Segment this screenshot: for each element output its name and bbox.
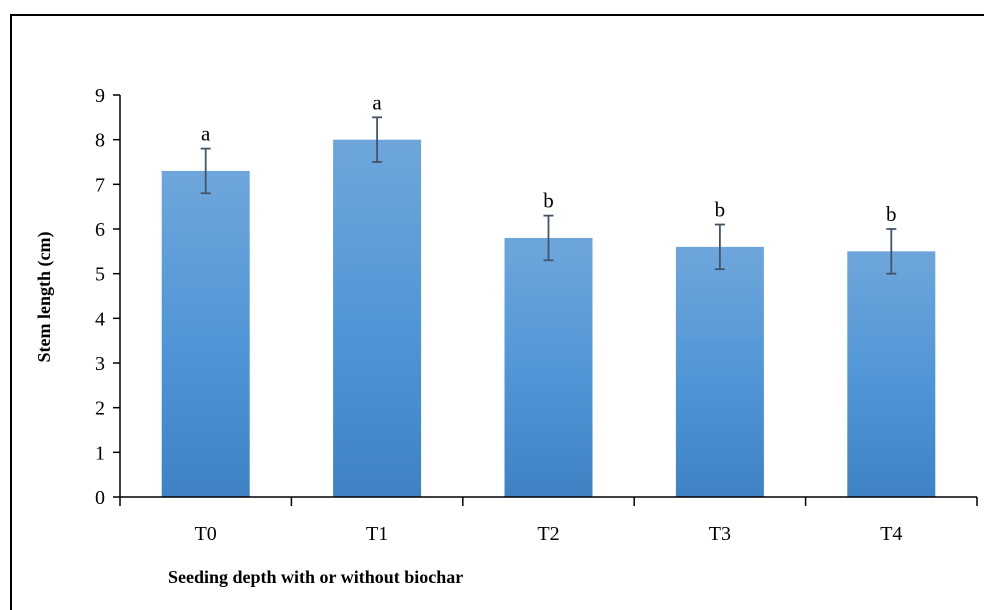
y-tick-label-5: 5 xyxy=(95,264,105,286)
error-bar-t4 xyxy=(886,228,897,275)
bar-t3 xyxy=(675,246,764,497)
y-tick-label-0: 0 xyxy=(95,487,105,509)
error-bar-t2 xyxy=(543,214,554,262)
significance-label-t3: b xyxy=(715,198,726,222)
x-axis-title: Seeding depth with or without biochar xyxy=(168,567,463,587)
error-bar-t3 xyxy=(714,223,725,271)
y-tick-label-4: 4 xyxy=(95,308,105,330)
significance-label-t4: b xyxy=(886,202,897,226)
x-tick-label-t0: T0 xyxy=(195,523,217,545)
error-bar-t1 xyxy=(372,116,383,163)
y-tick-label-6: 6 xyxy=(95,219,105,241)
significance-label-t2: b xyxy=(543,189,554,213)
x-tick-label-t3: T3 xyxy=(709,523,731,545)
bar-t4 xyxy=(847,251,936,497)
y-tick-label-7: 7 xyxy=(95,174,105,196)
x-tick-label-t1: T1 xyxy=(366,523,388,545)
x-tick-label-t4: T4 xyxy=(880,523,902,545)
y-tick-label-8: 8 xyxy=(95,130,105,152)
x-tick-label-t2: T2 xyxy=(537,523,559,545)
y-tick-label-9: 9 xyxy=(95,85,105,107)
y-tick-label-1: 1 xyxy=(95,442,105,464)
bar-t2 xyxy=(504,237,593,497)
y-axis-title: Stem length (cm) xyxy=(34,232,55,363)
y-tick-label-3: 3 xyxy=(95,353,105,375)
chart-frame xyxy=(10,14,984,610)
significance-label-t0: a xyxy=(201,122,211,146)
y-tick-label-2: 2 xyxy=(95,398,105,420)
bar-t1 xyxy=(333,139,422,497)
bar-t0 xyxy=(161,170,250,497)
significance-label-t1: a xyxy=(372,90,382,114)
error-bar-t0 xyxy=(200,147,211,195)
